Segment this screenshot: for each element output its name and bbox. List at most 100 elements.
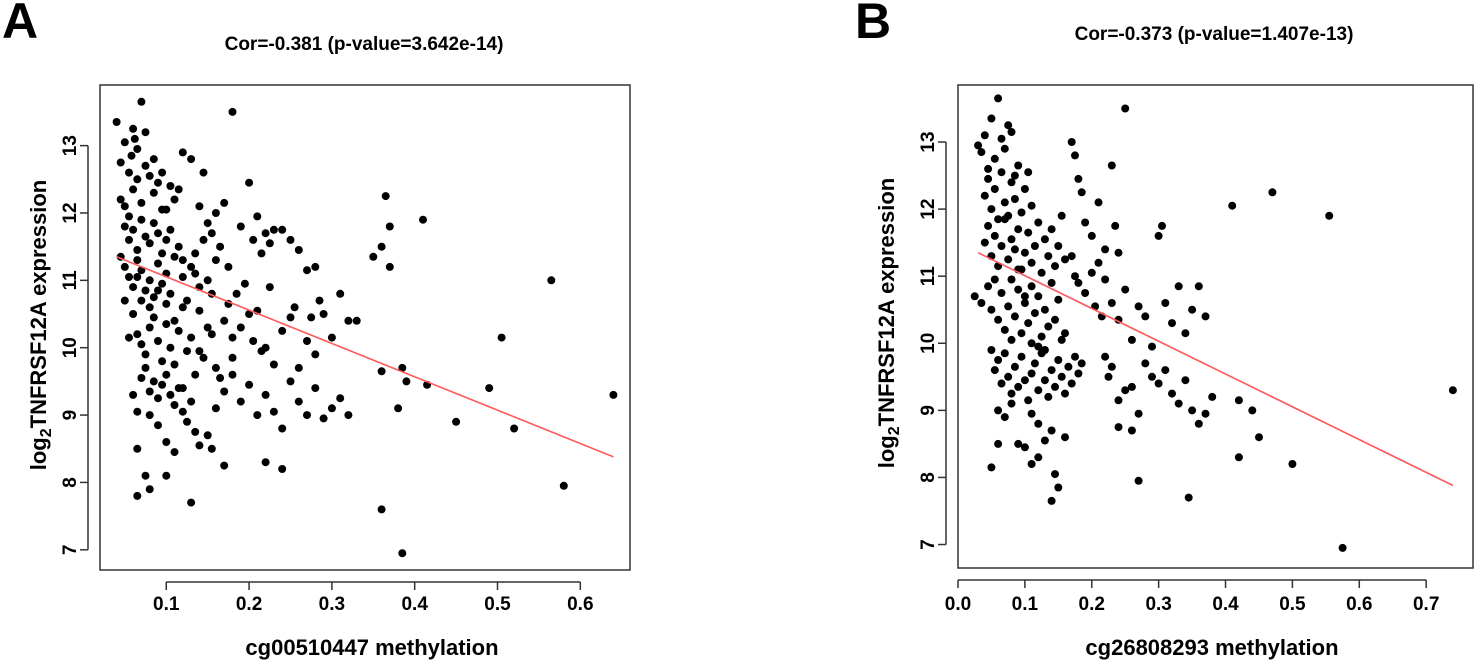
panel-a-data-point <box>120 138 129 147</box>
panel-b-data-point <box>1027 460 1036 468</box>
panel-a-data-point <box>178 407 187 416</box>
panel-b-data-point <box>1010 362 1019 371</box>
panel-a-data-point <box>228 370 237 379</box>
panel-a-data-point <box>236 397 245 406</box>
panel-b-data-point <box>1325 211 1334 220</box>
panel-a-data-point <box>381 192 390 201</box>
panel-b-x-tick-label: 0.2 <box>1079 594 1105 615</box>
panel-a-x-tick-label: 0.6 <box>567 594 593 615</box>
panel-b-data-point <box>1071 352 1079 361</box>
panel-b-data-point <box>1107 362 1116 371</box>
panel-a-data-point <box>452 417 461 426</box>
panel-b-data-point <box>990 185 999 193</box>
panel-a-y-tick-label: 11 <box>60 270 81 291</box>
panel-a-data-point <box>137 340 146 349</box>
panel-b-data-point <box>994 356 1003 364</box>
panel-b-data-point <box>1007 399 1016 408</box>
panel-b-data-point <box>1034 386 1043 395</box>
panel-a-data-point <box>162 370 171 379</box>
panel-b-data-point <box>997 289 1006 297</box>
panel-a-data-point <box>158 249 167 258</box>
panel-b-data-point <box>1000 325 1009 334</box>
panel-a-data-point <box>261 458 270 467</box>
panel-b-data-point <box>987 305 996 314</box>
panel-a-data-point <box>187 155 196 164</box>
panel-b-data-point <box>1014 161 1023 170</box>
panel-b-data-point <box>1268 188 1277 197</box>
panel-b-data-point <box>1448 386 1457 395</box>
panel-b-data-point <box>1040 235 1049 244</box>
panel-a-data-point <box>158 168 167 177</box>
panel-b-data-point <box>977 299 986 307</box>
panel-b-data-point <box>1134 476 1143 485</box>
panel-a-data-point <box>211 256 220 265</box>
panel-b-data-point <box>1020 248 1029 257</box>
panel-b-data-point <box>1184 493 1193 502</box>
panel-a-data-point <box>149 377 158 386</box>
panel-a-data-point <box>236 323 245 332</box>
panel-a-data-point <box>125 333 133 342</box>
panel-a-data-point <box>116 195 125 204</box>
panel-a-data-point <box>232 289 241 298</box>
panel-a-x-tick-label: 0.3 <box>319 594 345 615</box>
panel-a-data-point <box>154 286 162 295</box>
panel-a-data-point <box>154 337 162 345</box>
panel-a-y-tick-label: 8 <box>60 477 81 488</box>
panel-b-data-point <box>997 379 1006 388</box>
panel-b-data-point <box>1030 309 1039 318</box>
panel-b-data-point <box>1154 379 1163 388</box>
panel-b-data-point <box>1017 329 1026 338</box>
panel-a-data-point <box>129 310 138 318</box>
panel-b-data-point <box>1134 409 1143 418</box>
panel-a-data-point <box>162 438 171 446</box>
panel-a-letter: A <box>2 0 38 49</box>
panel-a-data-point <box>385 262 394 271</box>
panel-b-data-point <box>1067 252 1076 261</box>
panel-a-data-point <box>141 161 150 170</box>
panel-a-title: Cor=-0.381 (p-value=3.642e-14) <box>225 34 504 55</box>
panel-b-data-point <box>1234 396 1243 405</box>
panel-a-data-point <box>195 347 204 356</box>
panel-b-data-point <box>1114 396 1123 405</box>
panel-b-data-point <box>1154 231 1163 240</box>
panel-a-data-point <box>145 303 154 312</box>
panel-a-data-point <box>141 286 150 295</box>
panel-b-data-point <box>1051 262 1059 271</box>
panel-a-data-point <box>166 390 175 399</box>
panel-b-data-point <box>1057 372 1066 381</box>
panel-a-data-point <box>199 168 208 177</box>
panel-a-data-point <box>120 262 129 271</box>
panel-a-data-point <box>162 235 171 244</box>
panel-b-data-point <box>1010 171 1019 180</box>
panel-b-data-point <box>1094 258 1103 267</box>
panel-b-data-point <box>1121 285 1130 294</box>
panel-b-data-point <box>987 463 996 472</box>
panel-a-x-tick-label: 0.1 <box>153 594 180 615</box>
panel-b-data-point <box>1051 382 1059 391</box>
panel-b-data-point <box>1007 235 1016 244</box>
panel-a: A Cor=-0.381 (p-value=3.642e-14) 7 8 9 10 11… <box>2 0 631 660</box>
panel-b-data-point <box>1077 188 1086 197</box>
panel-a-data-point <box>154 259 162 268</box>
panel-b-data-point <box>980 131 989 140</box>
panel-a-y-axis: 7 8 9 10 11 12 13 <box>60 135 89 555</box>
panel-b-y-label: log2TNFRSF12A expression <box>874 178 903 469</box>
panel-b-data-point <box>1014 225 1023 234</box>
panel-a-data-point <box>249 235 258 244</box>
panel-b-data-point <box>1248 406 1257 415</box>
panel-b-data-point <box>1134 302 1143 311</box>
panel-a-data-point <box>510 424 519 433</box>
panel-a-data-point <box>187 333 196 342</box>
panel-a-data-point <box>211 404 220 413</box>
panel-b-data-point <box>1057 335 1066 344</box>
panel-b-data-point <box>1101 275 1110 284</box>
panel-a-data-point <box>178 273 187 281</box>
panel-a-data-point <box>154 394 162 403</box>
panel-b-data-point <box>1181 376 1190 385</box>
panel-a-data-point <box>559 481 568 490</box>
panel-b-data-point <box>994 215 1003 224</box>
panel-b-y-tick-label: 7 <box>918 539 939 550</box>
panel-b-data-point <box>984 282 993 291</box>
panel-a-data-point <box>137 97 146 106</box>
panel-b-fit-line <box>977 251 1454 487</box>
